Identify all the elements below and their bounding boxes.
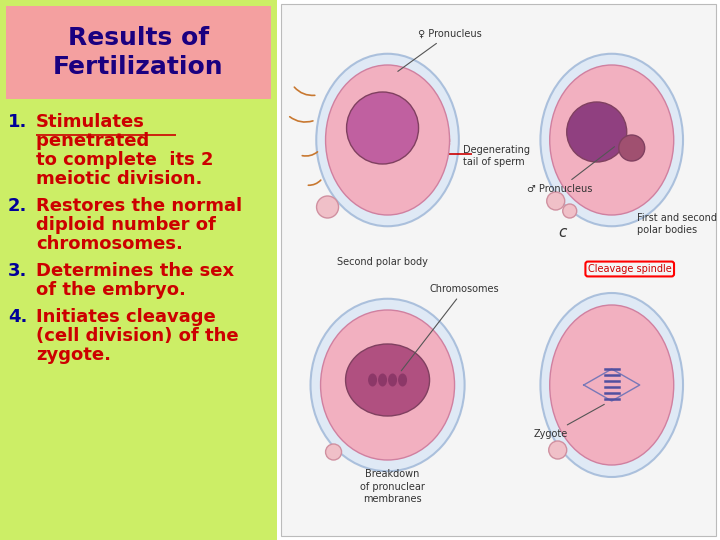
Ellipse shape [346,344,430,416]
Ellipse shape [346,92,418,164]
Text: Stimulates: Stimulates [36,113,145,131]
Text: nd: nd [366,146,383,159]
Text: c: c [559,225,567,240]
Ellipse shape [567,102,626,162]
Circle shape [325,444,341,460]
Bar [281,4,716,536]
Text: Results of
Fertilization: Results of Fertilization [53,25,224,79]
Ellipse shape [310,299,464,471]
Text: diploid number of: diploid number of [36,216,216,234]
Text: the: the [404,113,444,131]
Text: oocyte: oocyte [384,132,452,150]
Text: Initiates cleavage: Initiates cleavage [36,308,216,326]
Ellipse shape [550,65,674,215]
Ellipse shape [378,374,387,387]
Ellipse shape [388,374,397,387]
Circle shape [563,204,577,218]
Ellipse shape [325,65,449,215]
Ellipse shape [320,310,454,460]
Ellipse shape [541,293,683,477]
Text: 3.: 3. [8,262,27,280]
Bar [0,0,277,540]
Text: (cell division) of the: (cell division) of the [36,327,238,345]
Text: Zygote: Zygote [534,404,604,439]
Text: Chromosomes: Chromosomes [401,284,499,371]
Text: of the embryo.: of the embryo. [36,281,186,299]
Bar [6,6,271,99]
Text: Restores the normal: Restores the normal [36,197,242,215]
Text: 4.: 4. [8,308,27,326]
Text: Cleavage spindle: Cleavage spindle [588,264,672,274]
Ellipse shape [550,305,674,465]
Text: Degenerating
tail of sperm: Degenerating tail of sperm [462,145,529,167]
Text: 1.: 1. [8,113,27,131]
Circle shape [317,196,338,218]
Text: Second polar body: Second polar body [337,257,428,267]
Circle shape [546,192,564,210]
Text: 2.: 2. [8,197,27,215]
Text: chromosomes.: chromosomes. [36,235,183,253]
Text: ♀ Pronucleus: ♀ Pronucleus [398,29,481,71]
Text: First and second
polar bodies: First and second polar bodies [636,213,716,235]
Text: zygote.: zygote. [36,346,111,364]
Text: to complete  its 2: to complete its 2 [36,151,214,169]
Text: penetrated: penetrated [36,132,156,150]
Text: ♂ Pronucleus: ♂ Pronucleus [527,147,615,194]
Ellipse shape [368,374,377,387]
Text: Determines the sex: Determines the sex [36,262,234,280]
Ellipse shape [398,374,407,387]
Text: meiotic division.: meiotic division. [36,170,202,188]
Circle shape [549,441,567,459]
Text: Breakdown
of pronuclear
membranes: Breakdown of pronuclear membranes [360,469,425,504]
Ellipse shape [541,54,683,226]
Ellipse shape [618,135,644,161]
Ellipse shape [316,54,459,226]
